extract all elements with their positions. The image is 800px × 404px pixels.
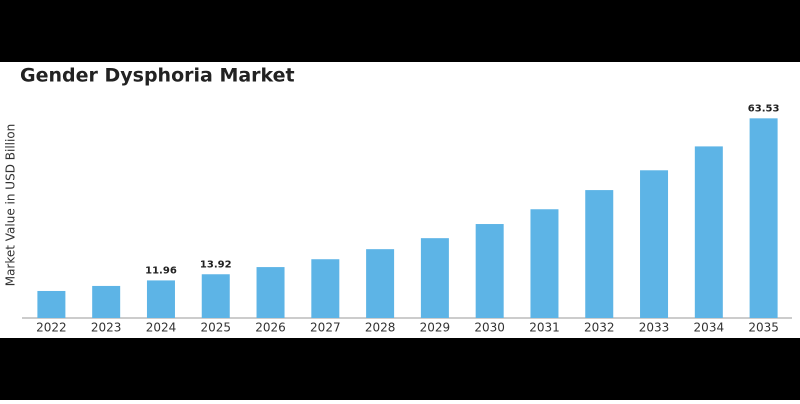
bar <box>311 259 340 318</box>
value-label: 63.53 <box>748 103 780 114</box>
x-tick-label: 2026 <box>255 321 286 335</box>
x-tick-label: 2032 <box>584 321 615 335</box>
x-tick-label: 2027 <box>310 321 341 335</box>
value-label: 11.96 <box>145 265 177 276</box>
x-tick-label: 2028 <box>365 321 396 335</box>
bottom-band <box>0 338 800 400</box>
bar <box>475 224 504 318</box>
x-tick-label: 2022 <box>36 321 67 335</box>
bar <box>366 249 395 318</box>
bar <box>92 285 121 318</box>
x-tick-label: 2024 <box>146 321 177 335</box>
bar <box>146 280 175 318</box>
x-tick-label: 2029 <box>420 321 451 335</box>
bar <box>530 209 559 318</box>
bar <box>694 146 723 318</box>
y-axis-label: Market Value in USD Billion <box>4 124 18 287</box>
x-tick-label: 2023 <box>91 321 122 335</box>
bar <box>201 274 230 318</box>
bar <box>585 190 614 318</box>
x-tick-label: 2025 <box>200 321 231 335</box>
x-tick-label: 2035 <box>748 321 779 335</box>
value-label: 13.92 <box>200 259 232 270</box>
x-tick-label: 2031 <box>529 321 560 335</box>
bar <box>749 118 778 318</box>
x-tick-label: 2030 <box>474 321 505 335</box>
bar <box>256 267 285 318</box>
bar <box>640 170 669 318</box>
chart-title: Gender Dysphoria Market <box>20 65 295 87</box>
x-tick-label: 2034 <box>694 321 725 335</box>
bar <box>420 238 449 318</box>
top-band <box>0 0 800 62</box>
x-tick-label: 2033 <box>639 321 670 335</box>
bar <box>37 290 66 318</box>
